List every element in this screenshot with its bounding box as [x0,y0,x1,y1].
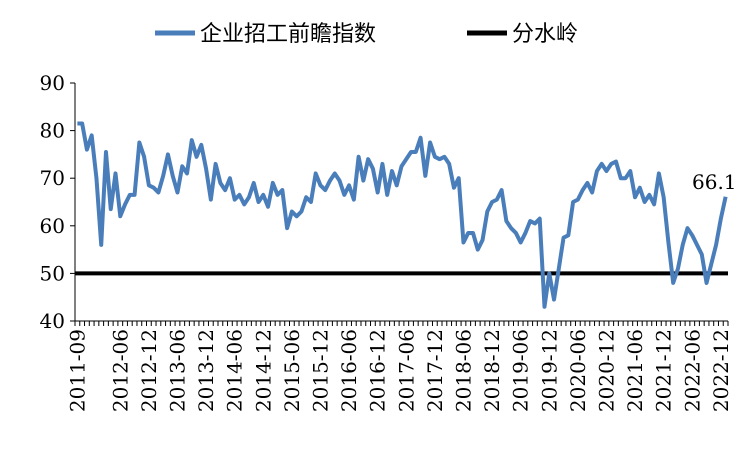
legend: 企业招工前瞻指数 分水岭 [155,22,578,47]
y-tick-label: 90 [40,71,65,95]
x-tick-label: 2015-12 [308,329,332,412]
x-tick-label: 2014-12 [251,329,275,412]
y-ticks: 40 50 60 70 80 90 [40,71,75,333]
x-tick-label: 2014-06 [223,329,247,412]
x-tick-label: 2019-12 [537,329,561,412]
x-tick-label: 2022-06 [680,329,704,412]
legend-label-index: 企业招工前瞻指数 [200,22,376,47]
x-tick-label: 2021-12 [652,329,676,412]
y-tick-label: 60 [40,214,65,238]
x-tick-label: 2018-06 [451,329,475,412]
series-line-index [77,121,728,309]
x-tick-label: 2021-06 [623,329,647,412]
x-tick-label: 2013-06 [165,329,189,412]
y-tick-label: 70 [40,166,65,190]
x-ticks: 2011-09 2012-06 2012-12 2013-06 2013-12 2014-… [65,321,733,412]
y-tick-label: 40 [40,309,65,333]
series-layer [75,121,728,309]
x-tick-label: 2020-06 [566,329,590,412]
x-tick-label: 2017-06 [394,329,418,412]
x-tick-label: 2019-06 [509,329,533,412]
y-tick-label: 80 [40,119,65,143]
x-tick-label: 2022-12 [709,329,733,412]
x-tick-label: 2012-06 [108,329,132,412]
x-tick-label: 2013-12 [194,329,218,412]
x-tick-label: 2016-06 [337,329,361,412]
x-tick-label: 2011-09 [65,329,89,412]
end-value-annotation: 66.1 [692,170,737,194]
x-tick-label: 2018-12 [480,329,504,412]
y-tick-label: 50 [40,261,65,285]
x-tick-label: 2020-12 [594,329,618,412]
x-tick-label: 2017-12 [423,329,447,412]
x-tick-label: 2015-06 [280,329,304,412]
x-tick-label: 2012-12 [137,329,161,412]
legend-label-watershed: 分水岭 [512,22,578,47]
x-tick-label: 2016-12 [366,329,390,412]
